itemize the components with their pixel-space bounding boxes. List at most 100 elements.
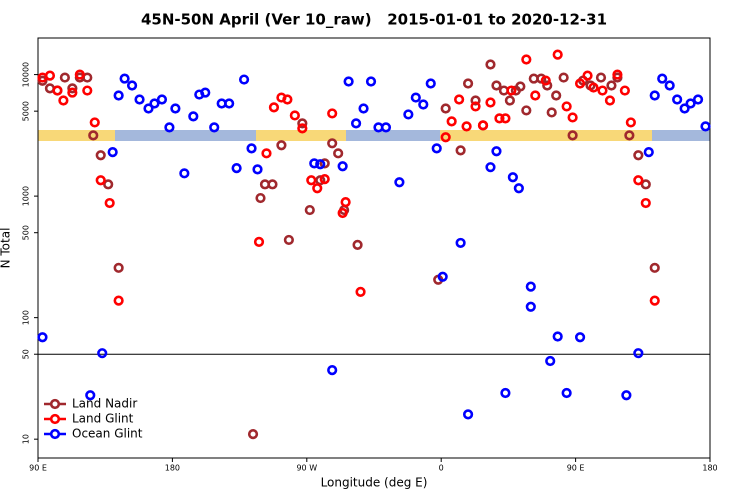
point <box>95 150 106 161</box>
point <box>289 110 300 121</box>
x-tick-label: 90 W <box>296 464 317 473</box>
point <box>224 98 235 109</box>
point <box>306 175 317 186</box>
point <box>425 78 436 89</box>
point <box>546 107 557 118</box>
point <box>340 196 351 208</box>
point <box>304 204 315 216</box>
point <box>103 179 114 190</box>
point <box>525 301 536 312</box>
point <box>491 146 502 157</box>
point <box>119 73 130 84</box>
point <box>252 164 263 175</box>
y-tick-label: 1000 <box>22 186 31 206</box>
point <box>403 109 414 120</box>
point <box>649 262 660 273</box>
point <box>113 90 124 101</box>
point <box>337 207 348 219</box>
point <box>418 99 429 110</box>
point <box>44 70 56 81</box>
point <box>567 130 578 141</box>
point <box>134 94 145 105</box>
point <box>640 179 651 190</box>
point <box>619 85 630 96</box>
point <box>319 158 330 169</box>
point <box>470 95 481 106</box>
legend-marker <box>49 413 61 425</box>
point <box>246 143 257 154</box>
point <box>297 118 308 129</box>
point <box>507 172 518 183</box>
point <box>113 262 124 273</box>
y-tick-label: 5000 <box>22 101 31 121</box>
point <box>672 94 683 105</box>
point <box>170 103 181 114</box>
point <box>446 116 457 127</box>
point <box>343 76 354 87</box>
point <box>179 168 190 179</box>
point <box>521 54 532 65</box>
point <box>315 175 326 186</box>
point <box>247 429 259 440</box>
point <box>67 87 78 98</box>
point <box>164 122 175 133</box>
legend-marker <box>49 428 61 440</box>
point <box>337 161 348 172</box>
x-tick-label: 180 <box>702 464 717 473</box>
point <box>700 121 711 132</box>
point <box>149 98 160 109</box>
point <box>156 94 168 105</box>
point <box>558 72 569 83</box>
point <box>394 177 405 188</box>
point <box>327 138 338 149</box>
y-axis-label: N Total <box>0 228 13 269</box>
point <box>410 92 421 103</box>
point <box>621 390 632 401</box>
point <box>552 49 563 60</box>
point <box>494 113 505 124</box>
point <box>574 78 586 89</box>
point <box>58 95 69 106</box>
point <box>462 409 474 420</box>
point <box>268 102 280 113</box>
point <box>477 120 489 131</box>
legend-label: Land Glint <box>72 412 134 426</box>
point <box>315 159 326 170</box>
legend-marker <box>49 398 61 410</box>
point <box>283 234 294 246</box>
point <box>513 183 524 194</box>
point <box>506 85 517 96</box>
point <box>327 365 338 376</box>
point <box>625 117 636 128</box>
point <box>624 130 635 141</box>
point <box>276 140 287 151</box>
x-tick-label: 90 E <box>29 464 47 473</box>
point <box>358 103 369 114</box>
point <box>692 94 704 105</box>
point <box>312 183 323 194</box>
point <box>633 175 644 186</box>
point <box>209 122 220 133</box>
plot-frame <box>37 37 711 459</box>
x-tick-label: 180 <box>165 464 180 473</box>
point <box>521 105 532 116</box>
y-tick-label: 10000 <box>22 62 31 87</box>
point <box>52 85 63 96</box>
point <box>604 95 616 106</box>
point <box>525 281 536 292</box>
point <box>333 148 344 159</box>
point <box>231 163 242 174</box>
point <box>200 87 211 98</box>
y-tick-label: 500 <box>22 225 31 240</box>
point <box>530 90 541 101</box>
point <box>685 98 696 109</box>
point <box>545 355 556 367</box>
point <box>582 70 593 81</box>
legend-label: Land Nadir <box>72 397 137 411</box>
point <box>74 69 85 80</box>
point <box>606 80 617 91</box>
point <box>104 197 115 209</box>
y-tick-label: 100 <box>22 310 31 325</box>
point <box>561 101 572 112</box>
